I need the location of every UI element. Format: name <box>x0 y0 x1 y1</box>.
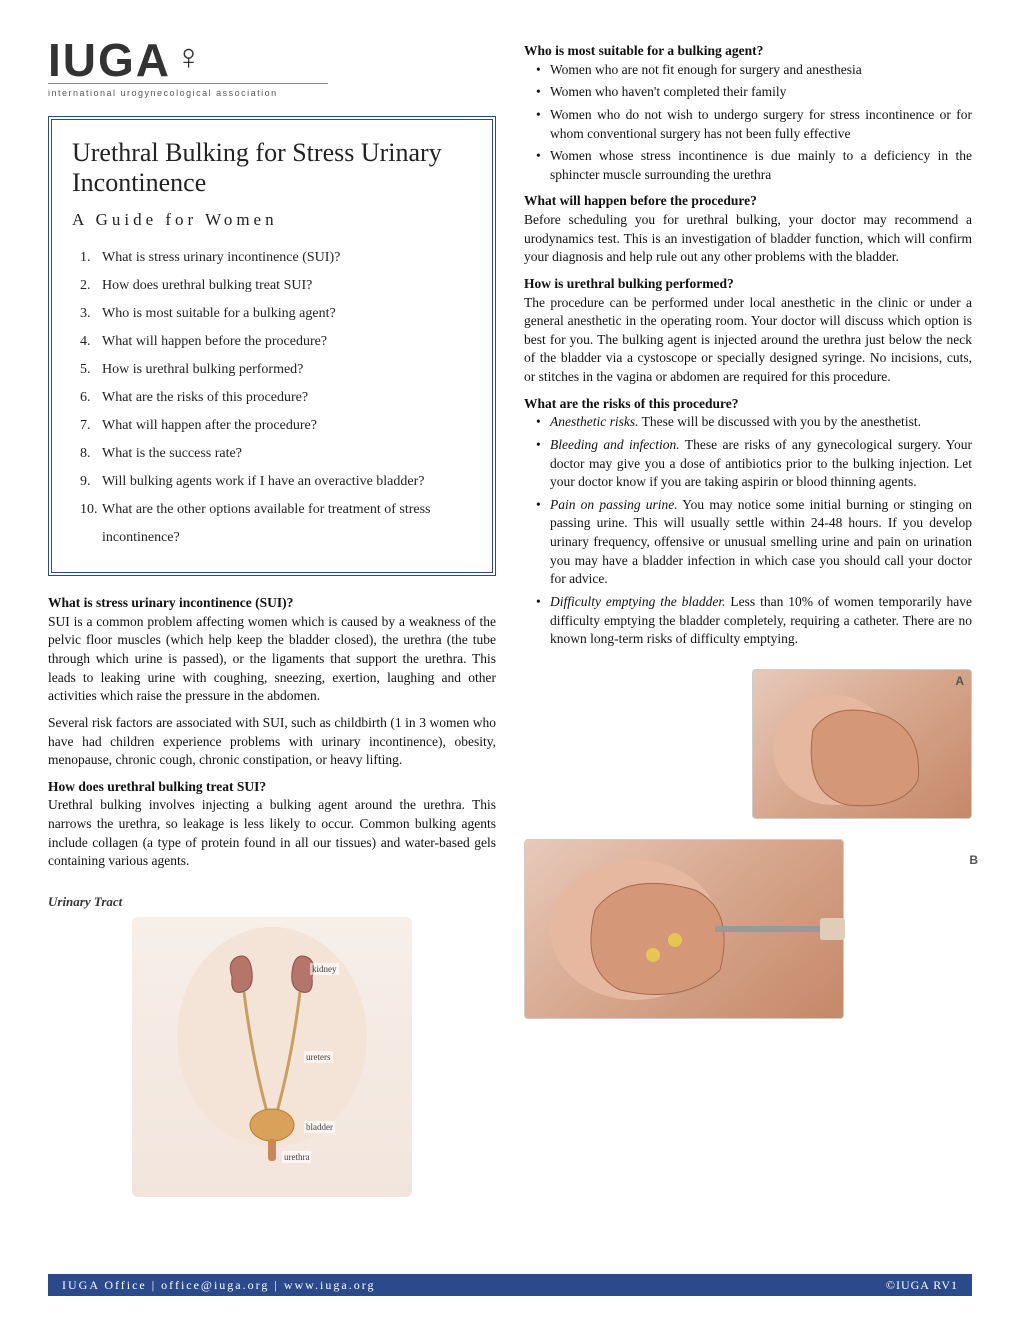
toc-item: What will happen before the procedure? <box>80 328 472 356</box>
page-two-column: IUGA ♀ international urogynecological as… <box>48 40 972 1197</box>
para-before: Before scheduling you for urethral bulki… <box>524 211 972 267</box>
logo-letters: IUGA <box>48 40 171 81</box>
heading-before: What will happen before the procedure? <box>524 192 972 211</box>
doc-subtitle: A Guide for Women <box>72 210 472 230</box>
panel-label-a: A <box>955 673 964 690</box>
heading-performed: How is urethral bulking performed? <box>524 275 972 294</box>
toc-item: What are the other options available for… <box>80 496 472 552</box>
risk-text: These will be discussed with you by the … <box>638 414 920 429</box>
footer-bar: IUGA Office | office@iuga.org | www.iuga… <box>48 1274 972 1296</box>
label-bladder: bladder <box>304 1121 335 1133</box>
toc-item: What is the success rate? <box>80 440 472 468</box>
para-sui-2: Several risk factors are associated with… <box>48 714 496 770</box>
left-body: What is stress urinary incontinence (SUI… <box>48 594 496 1197</box>
risk-label: Pain on passing urine. <box>550 497 678 512</box>
heading-how-treat: How does urethral bulking treat SUI? <box>48 778 496 797</box>
figure-urinary-tract: kidney ureters bladder urethra <box>132 917 412 1197</box>
toc-item: What is stress urinary incontinence (SUI… <box>80 244 472 272</box>
logo-block: IUGA ♀ international urogynecological as… <box>48 40 496 98</box>
toc-item: What will happen after the procedure? <box>80 412 472 440</box>
panel-label-b: B <box>969 852 978 869</box>
toc-item: How is urethral bulking performed? <box>80 356 472 384</box>
risk-item: Bleeding and infection. These are risks … <box>524 436 972 492</box>
figure-panel-a <box>752 669 972 819</box>
risk-item: Difficulty emptying the bladder. Less th… <box>524 593 972 649</box>
logo-text: IUGA ♀ <box>48 40 496 81</box>
title-box: Urethral Bulking for Stress Urinary Inco… <box>48 116 496 576</box>
risk-label: Difficulty emptying the bladder. <box>550 594 726 609</box>
list-item: Women who do not wish to undergo surgery… <box>524 106 972 143</box>
para-sui-1: SUI is a common problem affecting women … <box>48 613 496 706</box>
list-item: Women who are not fit enough for surgery… <box>524 61 972 80</box>
suitable-list: Women who are not fit enough for surgery… <box>524 61 972 185</box>
label-urethra: urethra <box>282 1151 311 1163</box>
label-kidney: kidney <box>310 963 339 975</box>
risk-item: Pain on passing urine. You may notice so… <box>524 496 972 589</box>
footer-right: ©IUGA RV1 <box>886 1278 958 1293</box>
para-performed: The procedure can be performed under loc… <box>524 294 972 387</box>
heading-sui: What is stress urinary incontinence (SUI… <box>48 594 496 613</box>
logo-venus-icon: ♀ <box>175 41 204 73</box>
toc-item: Will bulking agents work if I have an ov… <box>80 468 472 496</box>
urinary-tract-svg <box>132 917 412 1197</box>
para-how-treat: Urethral bulking involves injecting a bu… <box>48 796 496 871</box>
heading-suitable: Who is most suitable for a bulking agent… <box>524 42 972 61</box>
list-item: Women who haven't completed their family <box>524 83 972 102</box>
left-column: IUGA ♀ international urogynecological as… <box>48 40 496 1197</box>
heading-risks: What are the risks of this procedure? <box>524 395 972 414</box>
doc-title: Urethral Bulking for Stress Urinary Inco… <box>72 138 472 198</box>
label-ureters: ureters <box>304 1051 333 1063</box>
risks-list: Anesthetic risks. These will be discusse… <box>524 413 972 649</box>
risk-item: Anesthetic risks. These will be discusse… <box>524 413 972 432</box>
risk-label: Bleeding and infection. <box>550 437 680 452</box>
right-column: Who is most suitable for a bulking agent… <box>524 40 972 1197</box>
toc-item: How does urethral bulking treat SUI? <box>80 272 472 300</box>
toc-item: Who is most suitable for a bulking agent… <box>80 300 472 328</box>
figure-caption-left: Urinary Tract <box>48 893 496 911</box>
footer-left: IUGA Office | office@iuga.org | www.iuga… <box>62 1278 375 1293</box>
figure-panel-b <box>524 839 844 1019</box>
risk-label: Anesthetic risks. <box>550 414 638 429</box>
figure-procedure: A B <box>524 669 972 1019</box>
toc-item: What are the risks of this procedure? <box>80 384 472 412</box>
toc-list: What is stress urinary incontinence (SUI… <box>72 244 472 552</box>
list-item: Women whose stress incontinence is due m… <box>524 147 972 184</box>
